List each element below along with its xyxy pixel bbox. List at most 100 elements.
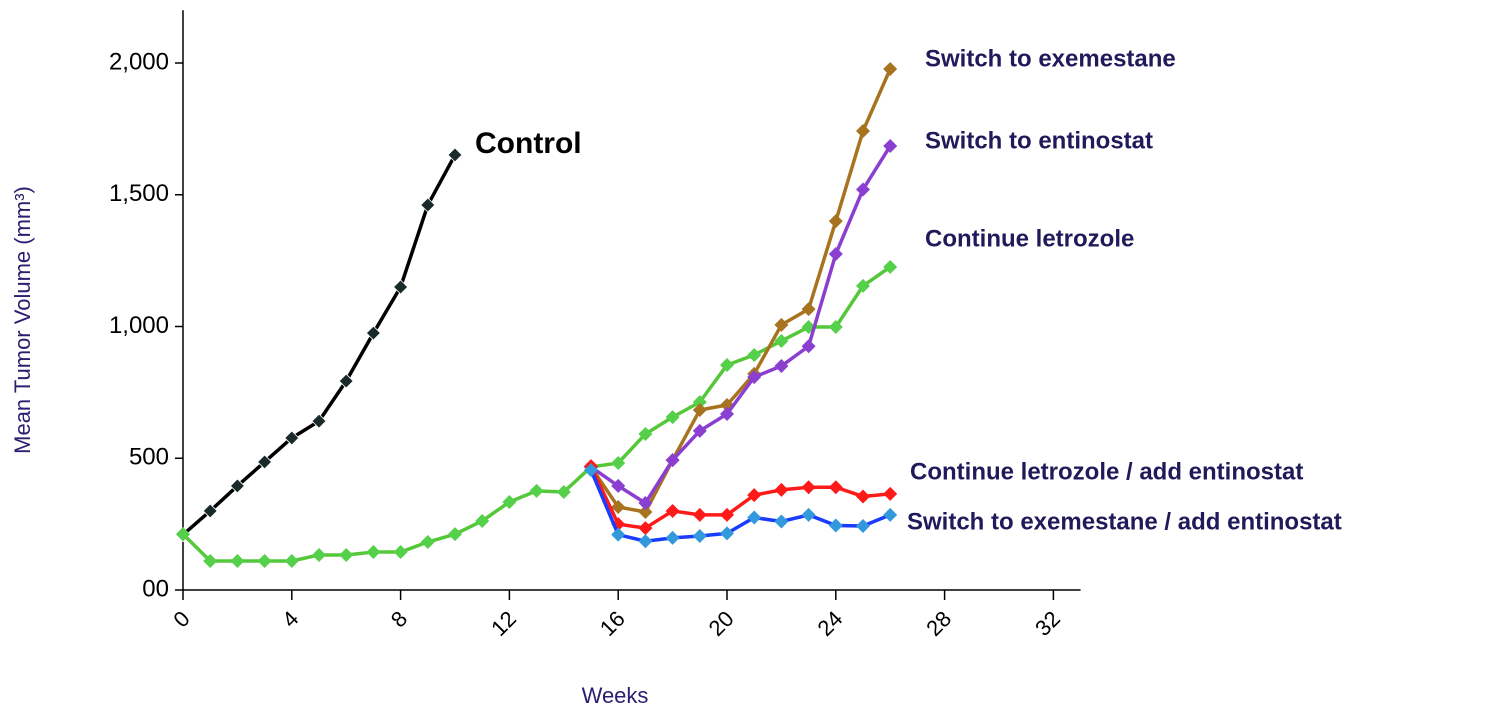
data-point [747, 488, 762, 503]
data-point [856, 518, 870, 533]
data-point [774, 317, 789, 332]
data-point [611, 478, 626, 493]
y-axis-label: Mean Tumor Volume (mm³) [10, 186, 35, 454]
data-point [856, 123, 870, 138]
data-point [176, 527, 190, 542]
data-point [665, 503, 680, 518]
data-point [747, 510, 762, 525]
data-point [720, 526, 734, 541]
data-point [665, 530, 680, 545]
data-point [584, 463, 598, 478]
series-label: Switch to entinostat [925, 127, 1153, 154]
data-point [312, 547, 326, 562]
y-tick-label: 2,000 [109, 48, 169, 75]
data-point [665, 453, 680, 468]
y-tick-label: 1,500 [109, 180, 169, 207]
data-point [284, 430, 300, 446]
data-point [611, 499, 626, 514]
data-point [229, 478, 245, 494]
data-point [420, 197, 436, 213]
data-point [774, 514, 789, 529]
data-point [365, 325, 381, 341]
data-point [202, 503, 218, 519]
x-tick-label: 4 [277, 606, 303, 632]
data-point [556, 484, 571, 499]
data-point [611, 455, 626, 470]
x-tick-label: 28 [921, 606, 956, 641]
data-point [611, 527, 626, 542]
data-point [311, 413, 327, 429]
data-point [638, 534, 653, 549]
data-point [801, 302, 816, 317]
data-point [828, 518, 843, 533]
x-tick-label: 12 [486, 606, 521, 641]
data-point [774, 482, 789, 497]
data-point [257, 454, 273, 470]
x-tick-label: 0 [168, 606, 194, 632]
data-point [828, 480, 843, 495]
data-point [447, 147, 463, 163]
data-point [529, 483, 544, 498]
data-point [720, 507, 734, 522]
data-point [828, 247, 843, 262]
data-point [720, 406, 734, 421]
data-point [747, 370, 762, 385]
data-point [720, 357, 734, 372]
x-tick-label: 8 [386, 606, 412, 632]
data-point [692, 403, 707, 418]
series-line [181, 154, 457, 536]
data-point [638, 427, 653, 442]
data-point [747, 347, 762, 362]
data-point [883, 62, 898, 77]
data-point [502, 494, 517, 509]
data-point [420, 535, 435, 550]
data-point [883, 259, 898, 274]
data-point [856, 182, 870, 197]
data-point [883, 139, 898, 154]
series-label: Control [475, 127, 582, 160]
y-tick-label: 1,000 [109, 312, 169, 339]
data-point [856, 489, 870, 504]
data-point [801, 339, 816, 354]
series-label: Continue letrozole / add entinostat [910, 458, 1303, 485]
data-point [692, 507, 707, 522]
data-point [448, 527, 462, 542]
data-point [284, 554, 299, 569]
data-point [339, 547, 354, 562]
data-point [638, 496, 653, 511]
data-point [692, 528, 707, 543]
data-point [856, 278, 870, 293]
series-line [589, 145, 892, 505]
data-point [475, 513, 490, 528]
data-point [801, 507, 816, 522]
y-tick-label: 00 [142, 575, 169, 602]
data-point [774, 359, 789, 374]
data-point [203, 554, 218, 569]
data-point [692, 423, 707, 438]
data-point [230, 554, 245, 569]
series-label: Switch to exemestane [925, 45, 1176, 72]
data-point [828, 320, 843, 335]
data-point [638, 521, 653, 536]
data-point [338, 373, 354, 389]
data-point [393, 545, 408, 560]
data-point [883, 507, 898, 522]
data-point [257, 554, 272, 569]
data-point [638, 505, 653, 520]
data-point [692, 395, 707, 410]
data-point [393, 279, 409, 295]
series-label: Continue letrozole [925, 225, 1134, 252]
data-point [366, 545, 381, 560]
x-axis-label: Weeks [582, 683, 649, 708]
x-tick-label: 20 [704, 606, 739, 641]
series-label: Switch to exemestane / add entinostat [907, 508, 1342, 535]
data-point [828, 214, 843, 229]
data-point [774, 333, 789, 348]
data-point [801, 480, 816, 495]
data-point [665, 410, 680, 425]
x-tick-label: 16 [595, 606, 630, 641]
data-point [883, 486, 898, 501]
y-tick-label: 500 [129, 444, 169, 471]
series-line [181, 265, 892, 563]
